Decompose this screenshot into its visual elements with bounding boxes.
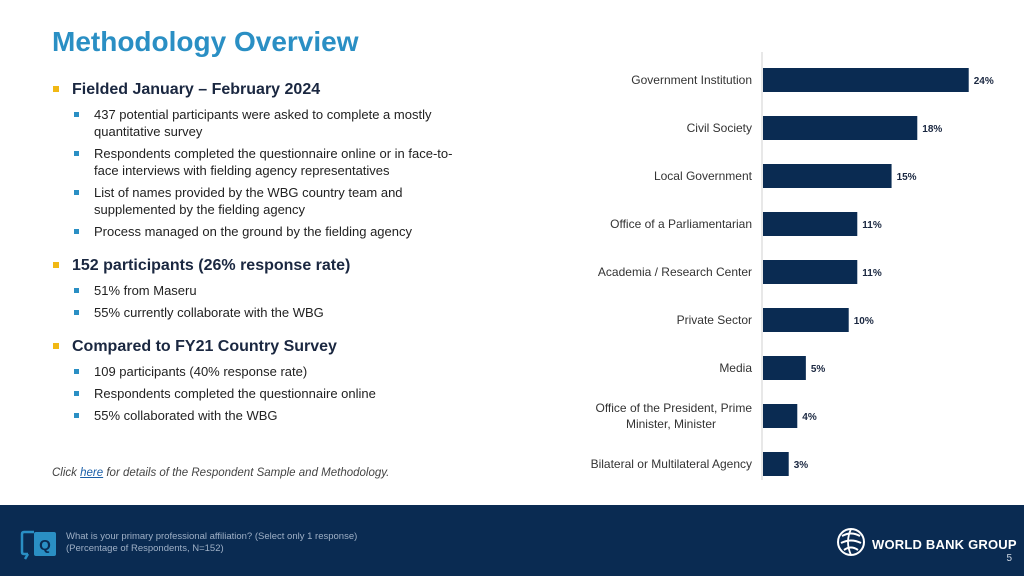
bullet-square-icon	[74, 413, 79, 418]
globe-icon	[836, 527, 866, 562]
chart-category-label: Private Sector	[677, 313, 752, 327]
bullet-item-text: 55% currently collaborate with the WBG	[94, 305, 324, 320]
chart-bar	[763, 164, 892, 188]
chart-category-label: Bilateral or Multilateral Agency	[591, 457, 752, 471]
note-prefix: Click	[52, 467, 81, 479]
chart-bar	[763, 404, 798, 428]
page-title: Methodology Overview	[52, 26, 359, 57]
bullet-item-text: 437 potential participants were asked to…	[94, 107, 432, 139]
footer-question-text: What is your primary professional affili…	[66, 531, 357, 555]
bullet-section: Fielded January – February 2024 437 poten…	[52, 80, 472, 240]
bullet-square-icon	[74, 288, 79, 293]
section-heading: Fielded January – February 2024	[52, 80, 472, 100]
bullet-item: 55% collaborated with the WBG	[52, 407, 472, 424]
chart-category-label-line: Office of the President, Prime	[595, 401, 752, 415]
bullet-square-icon	[74, 151, 79, 156]
bullet-square-icon	[53, 343, 59, 349]
chart-data-label: 18%	[922, 124, 942, 135]
chart-category-label: Academia / Research Center	[598, 265, 752, 279]
methodology-bullets: Fielded January – February 2024 437 poten…	[52, 80, 472, 440]
bullet-item-text: Process managed on the ground by the fie…	[94, 224, 412, 239]
bullet-item: 437 potential participants were asked to…	[52, 106, 472, 140]
footer-base: (Percentage of Respondents, N=152)	[66, 543, 224, 554]
chart-bar	[763, 212, 858, 236]
bullet-square-icon	[74, 229, 79, 234]
bullet-item-text: List of names provided by the WBG countr…	[94, 185, 403, 217]
chart-bar	[763, 68, 969, 92]
chart-category-label: Media	[719, 361, 752, 375]
bullet-item-text: Respondents completed the questionnaire …	[94, 386, 376, 401]
bullet-item: 51% from Maseru	[52, 282, 472, 299]
chart-data-label: 11%	[862, 268, 882, 279]
bullet-item: List of names provided by the WBG countr…	[52, 184, 472, 218]
chart-data-label: 4%	[802, 412, 817, 423]
section-heading-text: Compared to FY21 Country Survey	[72, 338, 337, 355]
bullet-item-text: 51% from Maseru	[94, 283, 197, 298]
bullet-square-icon	[53, 262, 59, 268]
bullet-item: 109 participants (40% response rate)	[52, 363, 472, 380]
footer-bar: Q What is your primary professional affi…	[0, 505, 1024, 576]
chart-category-label: Government Institution	[631, 73, 752, 87]
affiliation-bar-chart: 24% Government Institution 18% Civil Societ…	[560, 52, 1000, 497]
chart-category-label-line: Minister, Minister	[626, 417, 716, 431]
note-suffix: for details of the Respondent Sample and…	[103, 467, 390, 479]
chart-data-label: 11%	[862, 220, 882, 231]
chart-data-label: 24%	[974, 76, 994, 87]
section-heading: Compared to FY21 Country Survey	[52, 337, 472, 357]
section-heading-text: Fielded January – February 2024	[72, 81, 321, 98]
section-heading: 152 participants (26% response rate)	[52, 256, 472, 276]
chart-data-label: 3%	[794, 460, 809, 471]
chart-category-label: Office of the President, Prime Minister, …	[595, 401, 752, 431]
page-number: 5	[1006, 553, 1012, 564]
logo-text: WORLD BANK GROUP	[872, 537, 1017, 552]
chart-data-label: 15%	[897, 172, 917, 183]
question-icon: Q	[20, 529, 58, 566]
chart-bar	[763, 260, 858, 284]
chart-data-label: 5%	[811, 364, 826, 375]
chart-category-label: Civil Society	[687, 121, 752, 135]
chart-bar	[763, 116, 918, 140]
section-heading-text: 152 participants (26% response rate)	[72, 257, 351, 274]
chart-data-label: 10%	[854, 316, 874, 327]
bullet-square-icon	[74, 190, 79, 195]
bullet-item: Process managed on the ground by the fie…	[52, 223, 472, 240]
footer-question: What is your primary professional affili…	[66, 531, 358, 542]
bullet-item: 55% currently collaborate with the WBG	[52, 304, 472, 321]
bullet-square-icon	[74, 310, 79, 315]
bullet-item: Respondents completed the questionnaire …	[52, 145, 472, 179]
chart-bar	[763, 356, 806, 380]
bullet-square-icon	[74, 112, 79, 117]
bullet-square-icon	[53, 86, 59, 92]
chart-bar	[763, 452, 789, 476]
bullet-section: Compared to FY21 Country Survey 109 parti…	[52, 337, 472, 424]
chart-svg: 24% Government Institution 18% Civil Societ…	[591, 52, 994, 480]
bullet-square-icon	[74, 369, 79, 374]
bullet-square-icon	[74, 391, 79, 396]
world-bank-logo: WORLD BANK GROUP	[836, 527, 1017, 562]
chart-bar	[763, 308, 849, 332]
bullet-item-text: Respondents completed the questionnaire …	[94, 146, 453, 178]
svg-text:Q: Q	[39, 537, 51, 554]
chart-category-label: Office of a Parliamentarian	[610, 217, 752, 231]
details-link[interactable]: here	[80, 467, 104, 479]
bullet-item: Respondents completed the questionnaire …	[52, 385, 472, 402]
bullet-item-text: 55% collaborated with the WBG	[94, 408, 278, 423]
chart-category-label: Local Government	[654, 169, 753, 183]
methodology-note: Click here for details of the Respondent…	[52, 467, 389, 479]
bullet-section: 152 participants (26% response rate) 51% …	[52, 256, 472, 321]
bullet-item-text: 109 participants (40% response rate)	[94, 364, 308, 379]
